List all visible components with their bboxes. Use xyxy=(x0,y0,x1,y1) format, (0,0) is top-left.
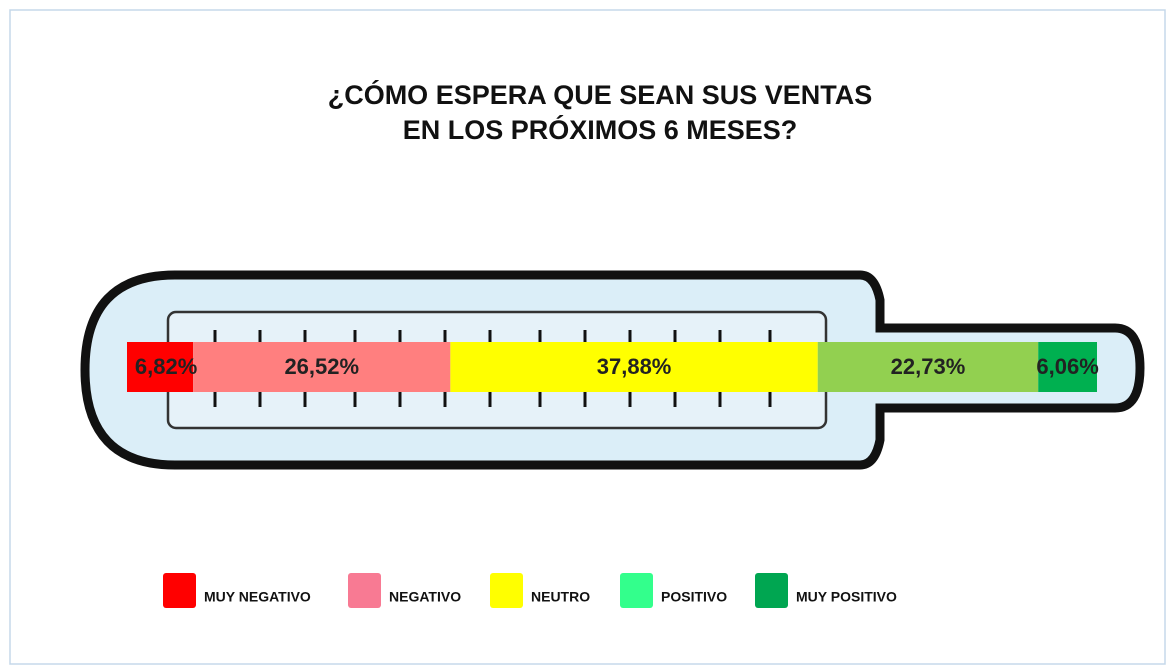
bar-segment xyxy=(1038,342,1097,392)
legend-label: POSITIVO xyxy=(661,589,727,605)
legend-label: MUY POSITIVO xyxy=(796,589,897,605)
bar-segment xyxy=(817,342,1039,392)
chart-title: EN LOS PRÓXIMOS 6 MESES? xyxy=(403,114,798,145)
legend-label: MUY NEGATIVO xyxy=(204,589,311,605)
bar-segment xyxy=(450,342,818,392)
legend-swatch xyxy=(163,573,196,608)
legend-swatch xyxy=(348,573,381,608)
legend-label: NEGATIVO xyxy=(389,589,461,605)
bars: 6,82% 26,52% 37,88% 22,73% 6,06% xyxy=(127,342,1099,392)
data-label: 26,52% xyxy=(284,354,359,379)
data-label: 22,73% xyxy=(891,354,966,379)
legend-label: NEUTRO xyxy=(531,589,590,605)
legend-swatch xyxy=(755,573,788,608)
legend-swatch xyxy=(620,573,653,608)
legend: MUY NEGATIVO NEGATIVO NEUTRO POSITIVO MUY PO… xyxy=(163,573,897,608)
data-label: 6,06% xyxy=(1036,354,1098,379)
bar-segment xyxy=(127,342,194,392)
chart-title: ¿CÓMO ESPERA QUE SEAN SUS VENTAS xyxy=(328,79,873,110)
bar-segment xyxy=(193,342,451,392)
data-label: 6,82% xyxy=(135,354,197,379)
data-label: 37,88% xyxy=(597,354,672,379)
legend-swatch xyxy=(490,573,523,608)
